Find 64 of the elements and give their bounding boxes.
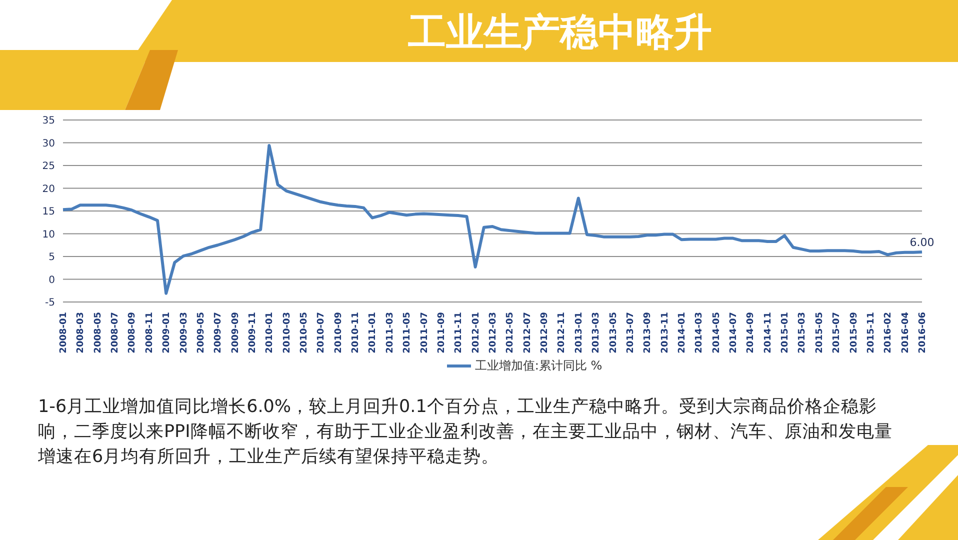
- x-tick-label: 2013-11: [660, 312, 670, 354]
- x-tick-label: 2015-05: [814, 312, 825, 354]
- x-tick-label: 2015-09: [849, 312, 860, 354]
- legend-label: 工业增加值:累计同比 %: [474, 358, 602, 372]
- x-tick-label: 2011-01: [368, 312, 378, 354]
- y-tick-label: 25: [42, 161, 55, 172]
- x-tick-label: 2014-03: [694, 312, 705, 354]
- x-tick-label: 2013-07: [626, 312, 636, 354]
- x-tick-label: 2008-09: [128, 312, 138, 354]
- x-tick-label: 2015-07: [832, 312, 842, 354]
- x-tick-label: 2011-07: [420, 312, 430, 354]
- x-tick-label: 2013-09: [643, 312, 654, 354]
- x-tick-label: 2015-01: [780, 312, 791, 354]
- x-tick-label: 2010-09: [334, 312, 344, 354]
- x-tick-label: 2010-11: [351, 312, 362, 354]
- text: 1-6月工业增加值同比增长6.0%，较上月回升0.1个百分点，工业生产稳中略升。受到大宗商品价格企稳影响，二季度以来PPI降幅不断收窄，有助于工业企业盈利改善，在主要工业品中，钢材、汽车、原油和发电量增速在6月均有所回升，工业生产后续有望保持平稳走势。: [38, 396, 894, 469]
- x-tick-label: 2014-01: [677, 312, 688, 354]
- x-tick-label: 2011-11: [454, 312, 464, 354]
- y-tick-label: 15: [42, 206, 55, 218]
- x-tick-label: 2012-05: [506, 312, 516, 354]
- x-tick-label: 2009-11: [248, 312, 258, 354]
- x-tick-label: 2013-01: [574, 312, 584, 354]
- x-tick-label: 2016-02: [884, 312, 894, 354]
- y-tick-label: 5: [48, 252, 55, 264]
- x-tick-label: 2008-07: [110, 312, 121, 354]
- x-tick-label: 2010-05: [300, 312, 310, 354]
- x-tick-label: 2015-03: [798, 312, 808, 354]
- x-tick-label: 2009-03: [179, 312, 190, 354]
- x-tick-label: 2014-07: [729, 312, 740, 354]
- x-tick-label: 2010-03: [282, 312, 292, 354]
- y-tick-label: -5: [45, 298, 55, 309]
- x-tick-label: 2015-11: [866, 312, 876, 354]
- x-tick-label: 2011-03: [385, 312, 396, 354]
- x-tick-label: 2012-01: [471, 312, 482, 354]
- x-tick-label: 2012-07: [522, 312, 533, 354]
- x-tick-label: 2009-09: [230, 312, 241, 354]
- x-tick-label: 2012-11: [557, 312, 568, 354]
- x-tick-label: 2009-05: [196, 312, 206, 354]
- x-tick-label: 2009-07: [214, 312, 224, 354]
- y-tick-label: 30: [42, 138, 55, 150]
- x-tick-label: 2008-01: [59, 312, 69, 354]
- x-tick-label: 2012-09: [540, 312, 550, 354]
- x-tick-label: 2014-11: [763, 312, 774, 354]
- x-tick-label: 2011-09: [436, 312, 447, 354]
- x-tick-label: 2009-01: [162, 312, 172, 354]
- x-tick-label: 2010-07: [316, 312, 327, 354]
- y-tick-label: 35: [42, 116, 55, 127]
- data-label: 6.00: [910, 236, 934, 249]
- x-tick-label: 2008-05: [93, 312, 104, 354]
- x-tick-label: 2014-05: [712, 312, 722, 354]
- x-tick-label: 2011-05: [402, 312, 413, 354]
- x-tick-label: 2013-05: [608, 312, 619, 354]
- x-tick-label: 2010-01: [265, 312, 276, 354]
- y-tick-label: 20: [42, 184, 55, 195]
- x-tick-label: 2016-04: [900, 312, 911, 354]
- x-tick-label: 2013-03: [592, 312, 602, 354]
- y-tick-label: 0: [48, 274, 55, 286]
- x-tick-label: 2014-09: [746, 312, 756, 354]
- x-tick-label: 2008-03: [76, 312, 86, 354]
- y-tick-label: 10: [42, 229, 55, 240]
- x-tick-label: 2016-06: [918, 312, 928, 354]
- x-tick-label: 2012-03: [488, 312, 498, 354]
- chart-title: 工业生产稳中略升: [407, 9, 713, 56]
- x-tick-label: 2008-11: [144, 312, 155, 354]
